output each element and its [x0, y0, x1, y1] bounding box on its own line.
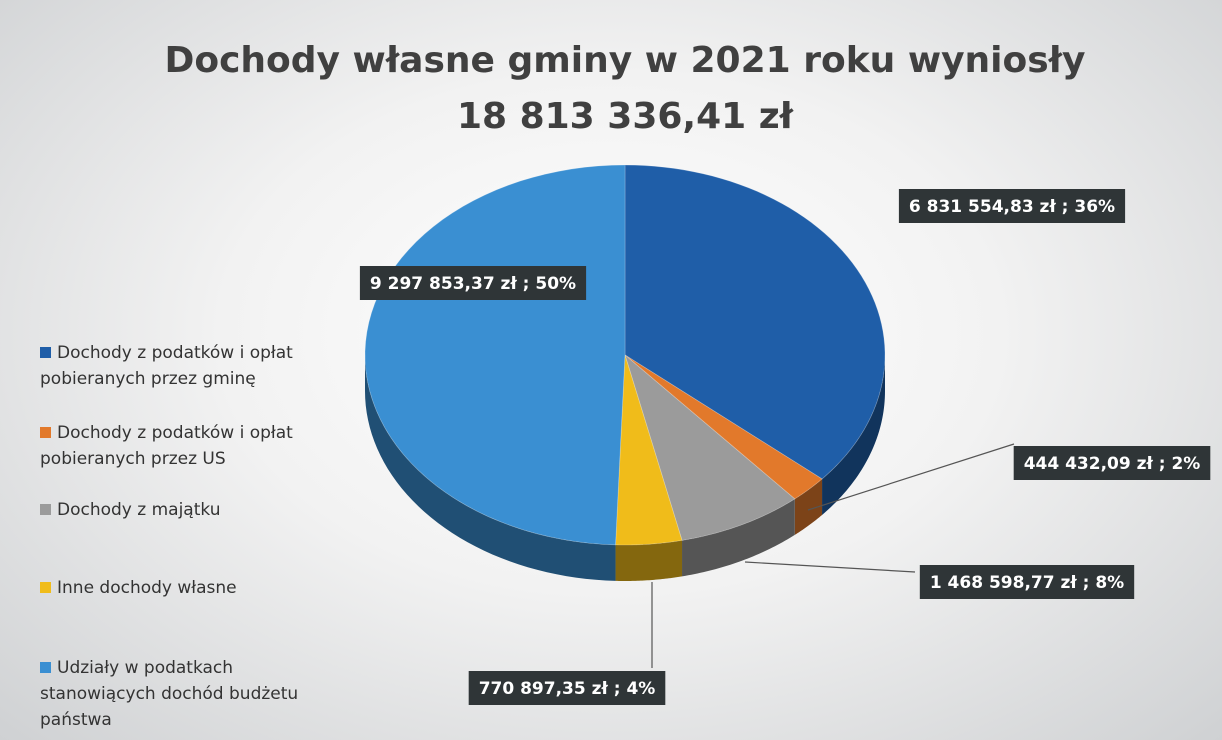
legend-label: Dochody z majątku	[57, 500, 221, 520]
data-label: 770 897,35 zł ; 4%	[468, 671, 666, 705]
data-label: 444 432,09 zł ; 2%	[1013, 446, 1211, 480]
label-box	[359, 266, 587, 300]
slice	[615, 354, 683, 546]
legend-item: Dochody z majątku	[40, 497, 340, 523]
data-label-text: 1 468 598,77 zł ; 8%	[930, 573, 1124, 593]
legend-item: Dochody z podatków i opłat pobieranych p…	[40, 340, 340, 392]
data-label-text: 9 297 853,37 zł ; 50%	[370, 274, 576, 294]
data-label: 1 468 598,77 zł ; 8%	[919, 565, 1135, 599]
legend-item: Dochody z podatków i opłat pobieranych p…	[40, 420, 340, 472]
label-box	[468, 671, 666, 705]
chart-title: Dochody własne gminy w 2021 roku wyniosł…	[164, 40, 1085, 81]
legend-swatch	[40, 582, 51, 593]
legend-swatch	[40, 504, 51, 515]
label-box	[1013, 446, 1211, 480]
legend-swatch	[40, 347, 51, 358]
slice-side	[822, 355, 885, 515]
chart-subtitle: 18 813 336,41 zł	[457, 96, 795, 137]
legend-item: Inne dochody własne	[40, 575, 340, 601]
legend-swatch	[40, 662, 51, 673]
slice-side	[794, 478, 823, 535]
slice-side	[682, 498, 795, 577]
slice-side	[615, 540, 683, 581]
legend-label: Dochody z podatków i opłat pobieranych p…	[40, 343, 293, 389]
slice-side	[365, 355, 616, 581]
data-label: 9 297 853,37 zł ; 50%	[359, 266, 587, 300]
legend-item: Udziały w podatkach stanowiących dochód …	[40, 655, 340, 733]
leader-line	[807, 443, 1015, 511]
data-label-text: 770 897,35 zł ; 4%	[479, 679, 656, 699]
label-box	[919, 565, 1135, 599]
slice	[624, 353, 796, 541]
data-label-text: 6 831 554,83 zł ; 36%	[909, 197, 1115, 217]
legend-label: Udziały w podatkach stanowiących dochód …	[40, 658, 299, 730]
legend-swatch	[40, 427, 51, 438]
legend-label: Inne dochody własne	[57, 578, 237, 598]
slice	[624, 354, 823, 500]
slice	[364, 164, 626, 546]
slice	[624, 164, 886, 480]
label-box	[898, 189, 1126, 223]
leader-line	[744, 561, 916, 573]
legend-label: Dochody z podatków i opłat pobieranych p…	[40, 423, 293, 469]
data-label-text: 444 432,09 zł ; 2%	[1024, 454, 1201, 474]
data-label: 6 831 554,83 zł ; 36%	[898, 189, 1126, 223]
